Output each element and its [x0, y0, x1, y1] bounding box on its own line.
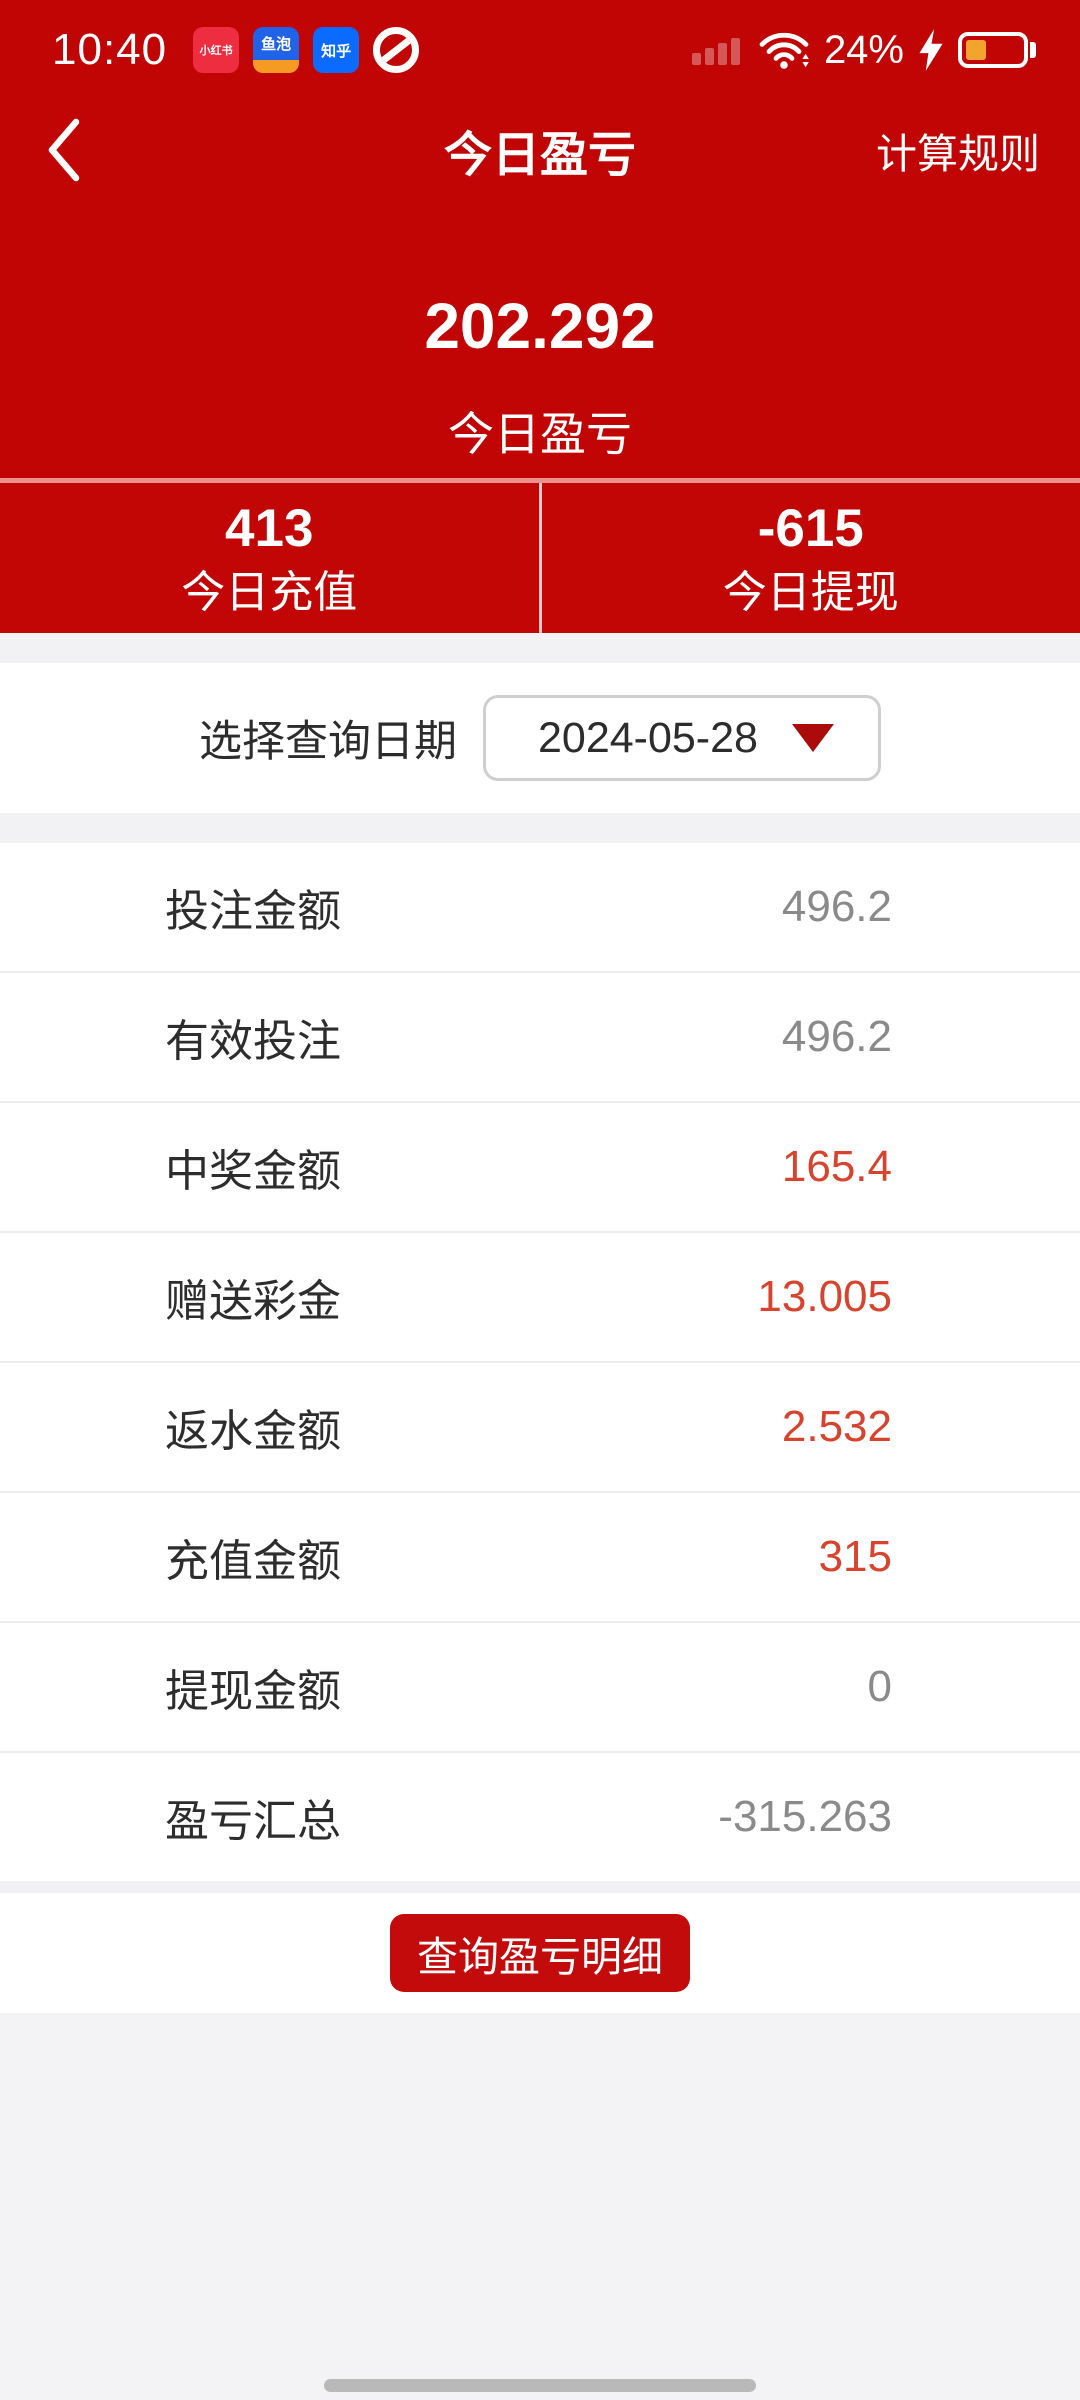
section-gap [0, 1881, 1080, 1893]
battery-icon [958, 32, 1036, 68]
stat-withdraw: -615 今日提现 [538, 483, 1080, 633]
yupao-app-icon: 鱼泡 [253, 27, 300, 73]
summary-row: 返水金额 2.532 [0, 1363, 1080, 1493]
row-label: 有效投注 [165, 1017, 341, 1066]
row-label: 返水金额 [165, 1407, 341, 1456]
stat-value: 413 [225, 498, 314, 558]
date-picker-row: 选择查询日期 2024-05-28 [0, 663, 1080, 813]
xiaohongshu-label: 小红书 [199, 45, 233, 57]
date-select-value: 2024-05-28 [538, 713, 758, 762]
row-value: 2.532 [781, 1402, 892, 1451]
stat-label: 今日提现 [722, 567, 899, 617]
section-gap [0, 633, 1080, 663]
hero-section: 202.292 今日盈亏 [0, 210, 1080, 478]
status-indicators: 24% [691, 27, 1036, 73]
row-label: 中奖金额 [165, 1147, 341, 1196]
yupao-banner [253, 60, 300, 73]
section-gap [0, 813, 1080, 843]
row-label: 赠送彩金 [165, 1277, 341, 1326]
ring-logo-icon [373, 27, 420, 73]
signal-strength-icon [691, 35, 740, 65]
date-picker-label: 选择查询日期 [199, 718, 457, 766]
stat-value: -615 [757, 498, 864, 558]
row-value: 13.005 [757, 1272, 892, 1321]
stat-deposit: 413 今日充值 [0, 483, 539, 633]
battery-percent: 24% [823, 27, 904, 72]
row-label: 投注金额 [165, 887, 341, 936]
back-button[interactable] [44, 114, 92, 186]
calc-rules-link[interactable]: 计算规则 [876, 131, 1040, 177]
wifi-icon [758, 30, 810, 70]
home-indicator[interactable] [324, 2379, 756, 2392]
notification-icons: 小红书 鱼泡 知乎 [193, 27, 420, 73]
caret-down-icon [792, 724, 834, 752]
row-value: 0 [867, 1662, 892, 1711]
yupao-label: 鱼泡 [253, 27, 300, 60]
summary-row: 中奖金额 165.4 [0, 1103, 1080, 1233]
row-label: 提现金额 [165, 1667, 341, 1716]
date-select[interactable]: 2024-05-28 [483, 695, 881, 781]
back-chevron-icon [48, 118, 80, 182]
today-pnl-label: 今日盈亏 [448, 408, 632, 460]
row-label: 盈亏汇总 [165, 1797, 341, 1846]
stat-label: 今日充值 [181, 567, 358, 617]
query-detail-button[interactable]: 查询盈亏明细 [390, 1914, 690, 1992]
nav-bar: 今日盈亏 计算规则 [0, 90, 1080, 210]
row-value: 496.2 [781, 1012, 892, 1061]
hero-divider [0, 478, 1080, 483]
stats-strip: 413 今日充值 -615 今日提现 [0, 483, 1080, 633]
zhihu-label: 知乎 [321, 42, 352, 60]
status-bar: 10:40 小红书 鱼泡 知乎 [0, 0, 1080, 90]
zhihu-app-icon: 知乎 [313, 27, 360, 73]
xiaohongshu-app-icon: 小红书 [193, 27, 240, 73]
summary-row: 提现金额 0 [0, 1623, 1080, 1753]
charging-bolt-icon [919, 29, 943, 71]
clock: 10:40 [52, 25, 168, 74]
footer-area [0, 2013, 1080, 2400]
summary-list: 投注金额 496.2 有效投注 496.2 中奖金额 165.4 赠送彩金 13… [0, 843, 1080, 1881]
row-value: 165.4 [781, 1142, 892, 1191]
summary-row: 有效投注 496.2 [0, 973, 1080, 1103]
row-value: 496.2 [781, 882, 892, 931]
button-section: 查询盈亏明细 [0, 1893, 1080, 2013]
summary-row: 充值金额 315 [0, 1493, 1080, 1623]
summary-row: 投注金额 496.2 [0, 843, 1080, 973]
summary-row: 盈亏汇总 -315.263 [0, 1753, 1080, 1881]
row-value: -315.263 [718, 1792, 892, 1841]
page-title: 今日盈亏 [443, 129, 637, 182]
row-label: 充值金额 [165, 1537, 341, 1586]
summary-row: 赠送彩金 13.005 [0, 1233, 1080, 1363]
today-pnl-value: 202.292 [424, 290, 656, 362]
row-value: 315 [818, 1532, 892, 1581]
